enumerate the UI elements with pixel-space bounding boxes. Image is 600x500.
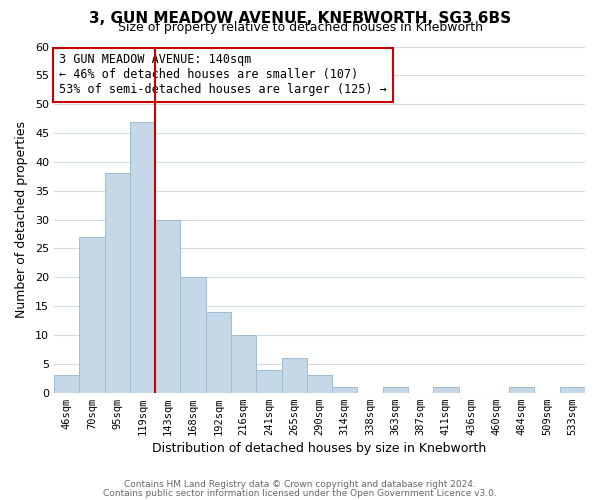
Bar	[206, 312, 231, 392]
Bar	[281, 358, 307, 392]
Bar	[383, 387, 408, 392]
Text: Size of property relative to detached houses in Knebworth: Size of property relative to detached ho…	[118, 22, 482, 35]
Bar	[181, 278, 206, 392]
Bar	[104, 174, 130, 392]
Text: 3 GUN MEADOW AVENUE: 140sqm
← 46% of detached houses are smaller (107)
53% of se: 3 GUN MEADOW AVENUE: 140sqm ← 46% of det…	[59, 54, 387, 96]
X-axis label: Distribution of detached houses by size in Knebworth: Distribution of detached houses by size …	[152, 442, 487, 455]
Bar	[433, 387, 458, 392]
Text: Contains public sector information licensed under the Open Government Licence v3: Contains public sector information licen…	[103, 489, 497, 498]
Bar	[256, 370, 281, 392]
Bar	[307, 376, 332, 392]
Bar	[560, 387, 585, 392]
Text: Contains HM Land Registry data © Crown copyright and database right 2024.: Contains HM Land Registry data © Crown c…	[124, 480, 476, 489]
Bar	[509, 387, 535, 392]
Bar	[79, 237, 104, 392]
Bar	[332, 387, 358, 392]
Y-axis label: Number of detached properties: Number of detached properties	[15, 121, 28, 318]
Bar	[155, 220, 181, 392]
Bar	[54, 376, 79, 392]
Bar	[130, 122, 155, 392]
Bar	[231, 335, 256, 392]
Text: 3, GUN MEADOW AVENUE, KNEBWORTH, SG3 6BS: 3, GUN MEADOW AVENUE, KNEBWORTH, SG3 6BS	[89, 11, 511, 26]
